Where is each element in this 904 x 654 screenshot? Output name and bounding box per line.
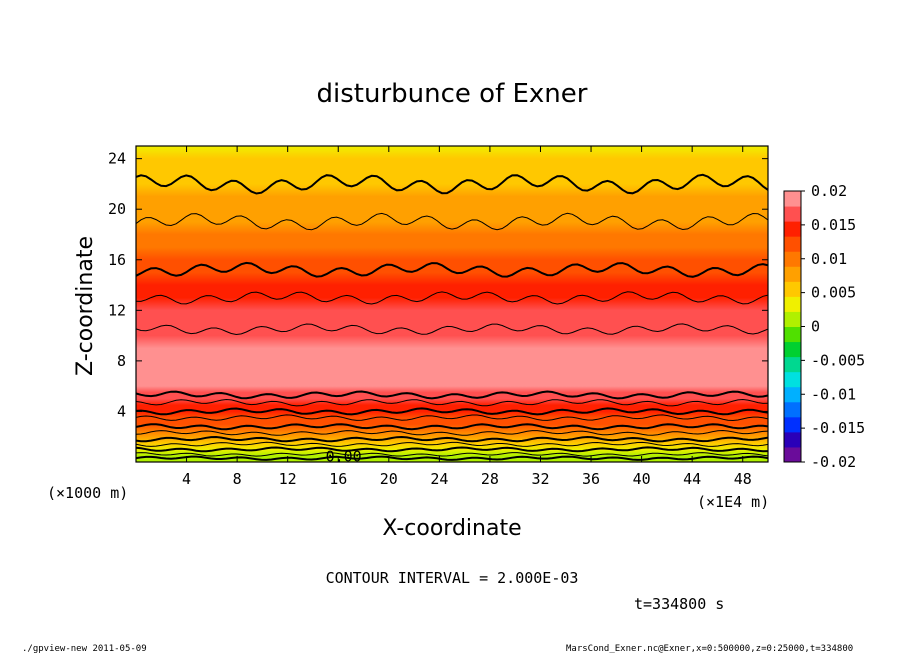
colorbar-segment — [784, 311, 801, 327]
contour-line — [136, 435, 768, 443]
colorbar-segment — [784, 416, 801, 433]
contour-line — [136, 455, 768, 461]
colorbar-tick-label: 0.01 — [811, 250, 847, 268]
colorbar-segment — [784, 281, 801, 297]
colorbar-tick-label: -0.01 — [811, 385, 856, 403]
x-axis-label: X-coordinate — [382, 516, 521, 541]
contour-line — [136, 261, 768, 278]
contour-lines — [136, 173, 768, 461]
y-tick-label: 4 — [117, 402, 126, 420]
colorbar-segment — [784, 371, 801, 388]
colorbar-tick-label: 0.015 — [811, 216, 856, 234]
colorbar-tick-label: -0.015 — [811, 419, 865, 437]
contour-line — [136, 407, 768, 416]
colorbar-tick-label: 0.005 — [811, 284, 856, 302]
footer-left: ./gpview-new 2011-05-09 — [22, 644, 147, 654]
contour-line — [136, 398, 768, 407]
x-tick-label: 20 — [380, 470, 398, 488]
contour-line — [136, 291, 768, 305]
x-tick-label: 12 — [279, 470, 297, 488]
y-axis-label: Z-coordinate — [73, 236, 98, 376]
colorbar-segment — [784, 251, 801, 267]
contour-line — [136, 173, 768, 195]
y-tick-label: 20 — [108, 200, 126, 218]
y-tick-label: 8 — [117, 352, 126, 370]
x-unit-label: (×1000 m) — [47, 484, 128, 502]
x-tick-label: 40 — [633, 470, 651, 488]
x-tick-label: 16 — [329, 470, 347, 488]
colorbar-segment — [784, 206, 801, 222]
colorbar-segment — [784, 431, 801, 448]
colorbar-segment — [784, 341, 801, 358]
colorbar-segment — [784, 236, 801, 252]
colorbar-segment — [784, 446, 801, 463]
contour-line — [136, 423, 768, 431]
plot-area: 0.00 — [135, 145, 769, 465]
colorbar — [783, 190, 802, 463]
x-tick-label: 4 — [182, 470, 191, 488]
colorbar-segment — [784, 401, 801, 418]
contour-line — [136, 452, 768, 457]
x-tick-label: 8 — [233, 470, 242, 488]
colorbar-ticks: 0.02 0.015 0.01 0.005 0 -0.005 -0.01 -0.015 -0.0… — [801, 182, 865, 471]
contour-interval-text: CONTOUR INTERVAL = 2.000E-03 — [326, 569, 579, 587]
contour-zero-label: 0.00 — [326, 447, 362, 465]
contour-line — [136, 390, 768, 400]
contour-line — [136, 414, 768, 422]
x-tick-label: 36 — [582, 470, 600, 488]
contour-line — [136, 323, 768, 336]
heatmap-field — [136, 146, 768, 462]
colorbar-segment — [784, 326, 801, 343]
x-axis: 4 8 12 16 20 24 28 32 36 40 44 48 — [182, 146, 752, 488]
colorbar-tick-label: -0.02 — [811, 453, 856, 471]
contour-line — [136, 429, 768, 436]
colorbar-segment — [784, 296, 801, 312]
colorbar-segment — [784, 266, 801, 282]
colorbar-tick-label: -0.005 — [811, 351, 865, 369]
x-tick-label: 44 — [683, 470, 701, 488]
x-tick-label: 32 — [531, 470, 549, 488]
colorbar-tick-label: 0.02 — [811, 182, 847, 200]
y-tick-label: 16 — [108, 251, 126, 269]
colorbar-segment — [784, 191, 801, 207]
plot-frame — [135, 145, 769, 463]
y-tick-label: 24 — [108, 150, 126, 168]
colorbar-segment — [784, 356, 801, 373]
contour-line — [136, 212, 768, 231]
chart-title: disturbunce of Exner — [317, 79, 588, 109]
contour-line — [136, 446, 768, 453]
time-label: t=334800 s — [634, 595, 724, 613]
colorbar-segment — [784, 386, 801, 403]
x-multiplier-label: (×1E4 m) — [697, 493, 769, 511]
y-axis: 4 8 12 16 20 24 — [108, 150, 768, 420]
contour-line — [136, 441, 768, 447]
x-tick-label: 24 — [430, 470, 448, 488]
footer-right: MarsCond_Exner.nc@Exner,x=0:500000,z=0:2… — [566, 644, 853, 654]
x-tick-label: 48 — [734, 470, 752, 488]
colorbar-tick-label: 0 — [811, 318, 820, 336]
y-tick-label: 12 — [108, 301, 126, 319]
x-tick-label: 28 — [481, 470, 499, 488]
colorbar-segment — [784, 221, 801, 237]
